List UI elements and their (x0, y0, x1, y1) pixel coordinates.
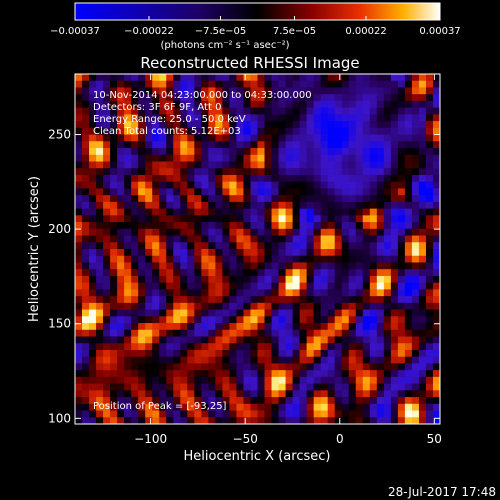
y-tick-label: 250 (48, 128, 71, 142)
colorbar-tick-label: 7.5e−05 (273, 26, 316, 37)
colorbar (74, 2, 441, 21)
x-tick-label: 50 (427, 432, 442, 446)
x-axis-ticks: −100 −50 0 50 (134, 74, 442, 446)
colorbar-tick-label: −7.5e−05 (195, 26, 247, 37)
colorbar-tick-label: 0.00037 (419, 26, 460, 37)
y-axis-label: Heliocentric Y (arcsec) (27, 176, 42, 322)
colorbar-units: (photons cm⁻² s⁻¹ asec⁻²) (160, 40, 289, 51)
y-tick-label: 100 (48, 411, 71, 425)
x-axis-label: Heliocentric X (arcsec) (184, 449, 331, 464)
annotation-detectors: Detectors: 3F 6F 9F, Att 0 (93, 102, 221, 113)
colorbar-tick-label: −0.00022 (124, 26, 174, 37)
annotation-time: 10-Nov-2014 04:23:00.000 to 04:33:00.000 (93, 90, 312, 101)
colorbar-tick-label: −0.00037 (50, 26, 100, 37)
annotation-clean: Clean Total counts: 5.12E+03 (93, 126, 241, 137)
x-tick-label: −100 (134, 432, 167, 446)
footer-date: 28-Jul-2017 17:48 (388, 485, 496, 499)
y-tick-label: 150 (48, 317, 71, 331)
plot-frame (74, 73, 441, 425)
annotation-peak: Position of Peak = [-93,25] (93, 401, 227, 412)
chart-title: Reconstructed RHESSI Image (140, 54, 359, 72)
y-axis-ticks: 100 150 200 250 (48, 128, 440, 425)
heatmap-image (75, 74, 441, 425)
x-tick-label: −50 (233, 432, 258, 446)
colorbar-tick-label: 0.00022 (345, 26, 386, 37)
annotation-energy: Energy Range: 25.0 - 50.0 keV (93, 114, 246, 125)
x-tick-label: 0 (336, 432, 344, 446)
colorbar-ticks: −0.00037 −0.00022 −7.5e−05 7.5e−05 0.00022 0.… (50, 16, 461, 37)
y-tick-label: 200 (48, 222, 71, 236)
